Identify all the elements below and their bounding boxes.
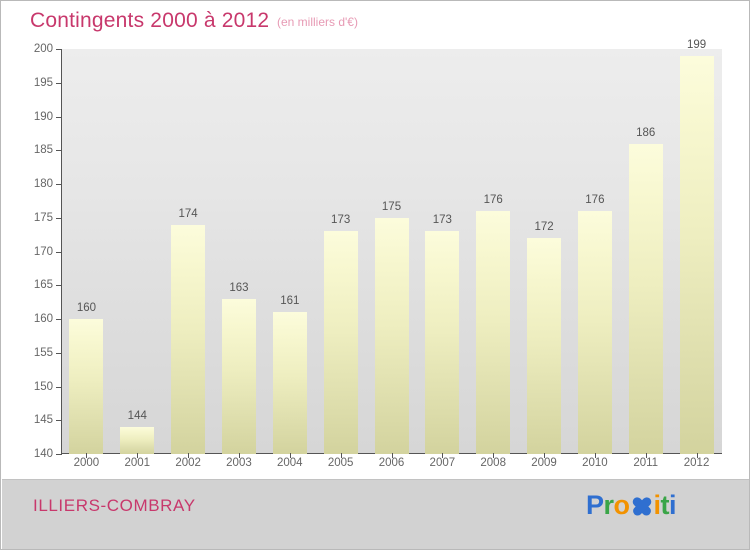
bar-value-label: 173 [432, 214, 452, 227]
x-axis-label: 2011 [633, 457, 659, 469]
x-axis-tick [188, 453, 190, 458]
bar-value-label: 160 [76, 302, 97, 314]
y-axis-label: 195 [33, 76, 53, 89]
y-axis-tick [56, 116, 62, 118]
y-axis-tick [56, 49, 62, 50]
y-axis-tick [56, 386, 62, 388]
x-axis-tick [391, 453, 393, 458]
x-axis-tick [289, 453, 291, 458]
bar-2010[interactable] [577, 211, 612, 454]
bar-value-label: 161 [280, 295, 300, 308]
x-axis-label: 2007 [429, 457, 456, 469]
y-axis-label: 150 [33, 380, 53, 393]
x-axis-label: 2003 [226, 457, 252, 469]
x-axis-label: 2002 [175, 457, 201, 469]
y-axis-label: 190 [33, 110, 53, 123]
y-axis-tick [56, 285, 62, 287]
y-axis-label: 200 [33, 43, 53, 55]
bar-2011[interactable] [628, 143, 663, 454]
bar-2009[interactable] [527, 238, 562, 454]
bar-value-label: 176 [483, 194, 503, 206]
chart-header: Contingents 2000 à 2012 (en milliers d'€… [1, 1, 749, 43]
bar-value-label: 199 [686, 38, 707, 51]
x-axis-tick [86, 453, 88, 458]
bar-value-label: 163 [229, 281, 249, 294]
y-axis-label: 145 [33, 414, 53, 427]
bar-2003[interactable] [221, 298, 256, 454]
y-axis-tick [56, 454, 62, 455]
y-axis-tick [56, 420, 62, 422]
commune-name: ILLIERS-COMBRAY [33, 496, 196, 515]
y-axis-label: 160 [33, 313, 53, 325]
bar-2001[interactable] [120, 427, 155, 454]
bar-2006[interactable] [374, 217, 409, 454]
x-axis-tick [442, 453, 444, 458]
logo-letter-r: r [603, 490, 615, 520]
x-axis-label: 2001 [124, 457, 151, 469]
x-axis-tick [594, 453, 596, 458]
bar-2008[interactable] [476, 211, 511, 454]
bar-value-label: 144 [127, 410, 147, 422]
logo-letter-t: t [660, 490, 670, 520]
bar-2005[interactable] [323, 231, 358, 454]
logo-letter-o: o [613, 490, 631, 520]
x-axis-tick [493, 453, 495, 458]
y-axis-tick [56, 82, 62, 84]
y-axis-label: 185 [33, 144, 53, 157]
y-axis-tick [56, 217, 62, 219]
x-axis-label: 2005 [327, 457, 354, 469]
x-axis-label: 2009 [531, 457, 557, 469]
x-axis-label: 2000 [73, 457, 100, 469]
x-axis-tick [340, 453, 342, 458]
y-axis-tick [56, 352, 62, 354]
x-axis-label: 2004 [277, 457, 303, 469]
y-axis-label: 140 [33, 448, 53, 460]
bar-value-label: 173 [331, 214, 351, 227]
bar-2000[interactable] [69, 319, 104, 454]
bar-value-label: 186 [636, 126, 656, 139]
bar-2002[interactable] [171, 224, 206, 454]
chart-subtitle: (en milliers d'€) [277, 15, 358, 29]
bar-2004[interactable] [272, 312, 307, 454]
logo-letter-i1: i [653, 490, 662, 520]
y-axis-tick [56, 251, 62, 253]
y-axis-tick [56, 184, 62, 185]
proxiti-logo[interactable]: Pro iti [586, 488, 677, 522]
logo-letter-i2: i [669, 490, 677, 520]
logo-letter-x-icon [630, 495, 653, 517]
y-axis-label: 165 [33, 279, 53, 292]
bar-value-label: 175 [381, 200, 402, 213]
y-axis-tick [56, 150, 62, 152]
x-axis-tick [544, 453, 546, 458]
y-axis-label: 175 [33, 211, 53, 224]
bar-2012[interactable] [679, 55, 714, 454]
bar-value-label: 172 [534, 221, 554, 233]
y-axis-tick [56, 319, 62, 320]
chart-footer: ILLIERS-COMBRAY Pro iti [2, 479, 749, 549]
x-axis-label: 2008 [480, 457, 506, 469]
x-axis-label: 2010 [582, 457, 608, 469]
x-axis-tick [645, 453, 647, 458]
x-axis-tick [238, 453, 240, 458]
y-axis-label: 155 [33, 346, 53, 359]
x-axis-tick [696, 453, 698, 458]
x-axis-label: 2012 [683, 457, 710, 469]
y-axis-label: 170 [33, 245, 53, 258]
y-axis-label: 180 [33, 178, 53, 190]
page-title: Contingents 2000 à 2012 [30, 9, 270, 32]
bar-value-label: 176 [585, 194, 605, 206]
x-axis-label: 2006 [378, 457, 405, 469]
logo-letter-p: P [586, 490, 604, 520]
bar-value-label: 174 [178, 207, 198, 220]
bar-2007[interactable] [425, 231, 460, 454]
x-axis-tick [137, 453, 139, 458]
